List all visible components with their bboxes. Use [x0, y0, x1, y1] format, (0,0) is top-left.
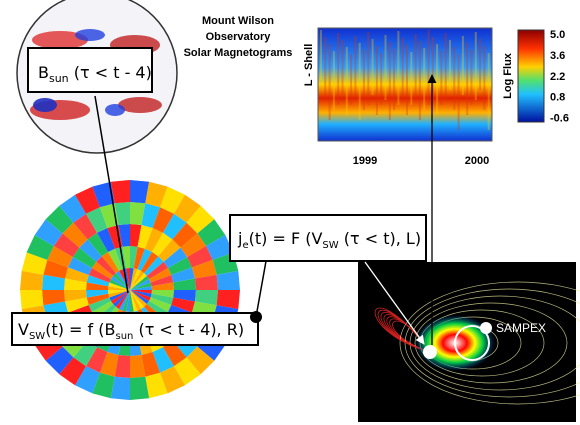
y-label: L - Shell	[303, 44, 315, 87]
streak	[376, 46, 378, 115]
streak	[436, 44, 438, 115]
satellite	[480, 322, 492, 334]
caption-line: Solar Magnetograms	[184, 47, 293, 59]
earth	[423, 345, 437, 359]
caption-line: Mount Wilson	[202, 15, 274, 27]
streak	[324, 37, 326, 100]
streak	[453, 47, 455, 110]
flux-plot	[318, 28, 492, 141]
figure: Bsun (τ < t - 4) Mount Wilson Observator…	[0, 0, 580, 425]
colorbar-label: -0.6	[550, 113, 569, 125]
streak	[471, 50, 473, 105]
streak	[440, 51, 442, 105]
streak	[462, 36, 464, 95]
streak	[380, 53, 382, 105]
streak	[372, 39, 374, 95]
streak	[458, 54, 460, 130]
streak	[342, 40, 344, 95]
caption-line: Observatory	[206, 31, 272, 43]
streak	[354, 36, 356, 100]
streak	[449, 40, 451, 90]
streak	[389, 42, 391, 120]
x-label: 2000	[465, 155, 489, 167]
colorbar-label: 5.0	[550, 29, 565, 41]
streak	[359, 43, 361, 120]
streak	[320, 30, 322, 80]
streak	[479, 39, 481, 90]
streak	[483, 46, 485, 110]
streak	[393, 49, 395, 110]
streak	[329, 44, 331, 120]
satellite-label: SAMPEX	[496, 321, 546, 335]
colorbar-label: 2.2	[550, 71, 565, 83]
streak	[419, 41, 421, 120]
colorbar-title: Log Flux	[502, 52, 514, 99]
colorbar-label: 0.8	[550, 92, 565, 104]
streak	[475, 32, 477, 100]
streak	[333, 51, 335, 110]
streak	[466, 43, 468, 115]
streak	[445, 33, 447, 100]
streak	[397, 31, 399, 105]
wind-disk	[20, 180, 240, 400]
streak	[350, 54, 352, 105]
colorbar	[518, 30, 544, 122]
streak	[488, 53, 490, 130]
x-label: 1999	[353, 155, 377, 167]
streak	[346, 47, 348, 115]
streak	[410, 52, 412, 105]
streak	[402, 38, 404, 95]
streak	[415, 34, 417, 100]
colorbar-label: 3.6	[550, 50, 565, 62]
observatory-caption: Mount Wilson Observatory Solar Magnetogr…	[184, 15, 293, 59]
streak	[363, 50, 365, 110]
streak	[385, 35, 387, 100]
streak	[337, 33, 339, 105]
streak	[428, 30, 430, 105]
streak	[406, 45, 408, 115]
streak	[423, 48, 425, 110]
streak	[367, 32, 369, 105]
